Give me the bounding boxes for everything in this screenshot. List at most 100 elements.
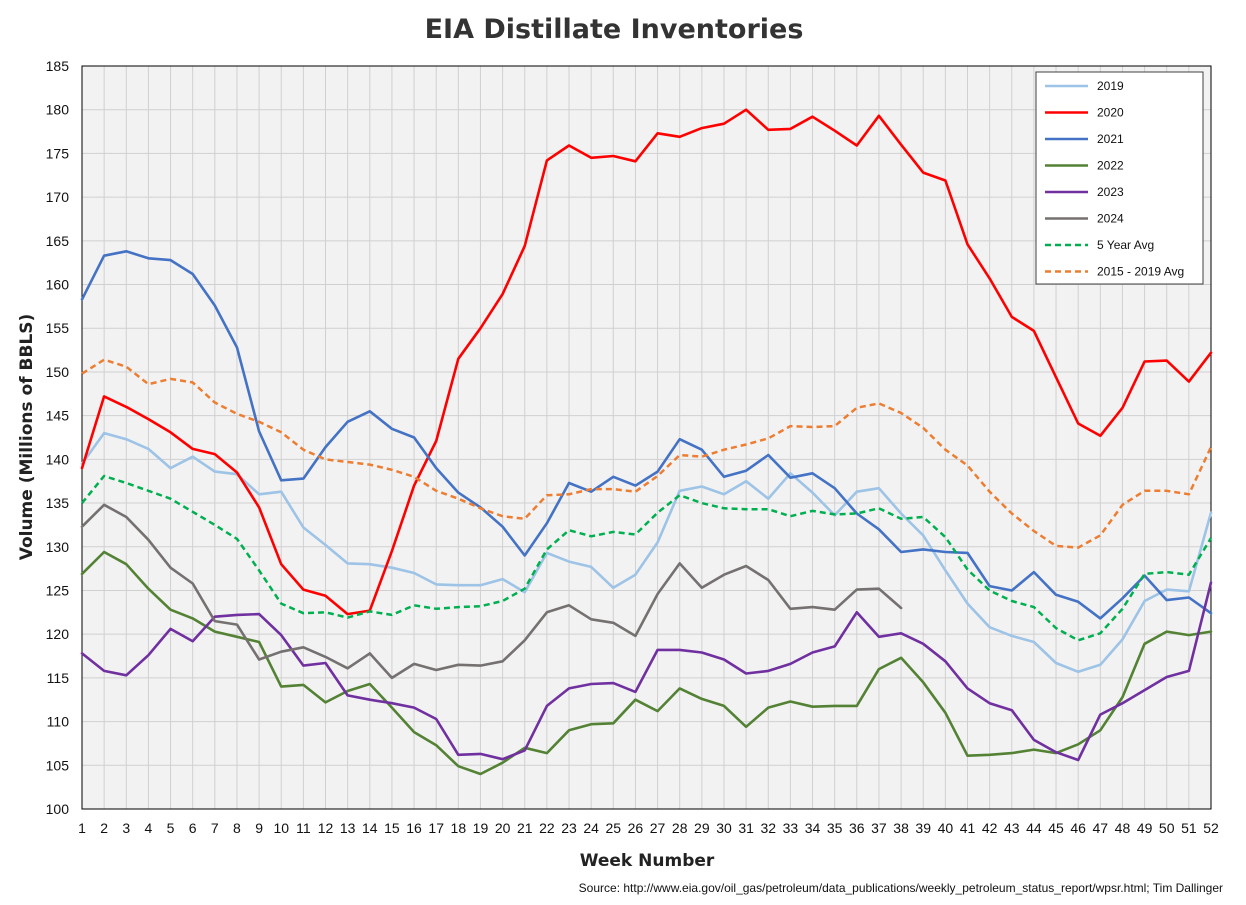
y-tick-label: 130 <box>46 539 70 555</box>
x-tick-label: 31 <box>738 820 754 836</box>
legend-box <box>1035 71 1204 285</box>
x-tick-label: 4 <box>145 820 153 836</box>
y-tick-label: 145 <box>46 408 70 424</box>
x-tick-label: 47 <box>1093 820 1109 836</box>
y-tick-label: 120 <box>46 626 70 642</box>
x-axis-title: Week Number <box>580 851 715 871</box>
x-tick-label: 52 <box>1203 820 1219 836</box>
y-tick-label: 180 <box>46 102 70 118</box>
x-tick-label: 14 <box>362 820 378 836</box>
x-tick-label: 2 <box>100 820 108 836</box>
x-tick-label: 7 <box>211 820 219 836</box>
legend: 2019 2020 2021 2022 2023 2024 5 Year Avg 2015 -… <box>1035 71 1204 285</box>
x-tick-label: 25 <box>606 820 622 836</box>
y-tick-label: 170 <box>46 189 70 205</box>
x-tick-label: 37 <box>871 820 887 836</box>
series-line-2024 <box>80 503 903 680</box>
x-tick-label: 21 <box>517 820 533 836</box>
series-line-5-year-avg <box>81 474 1213 642</box>
y-tick-label: 160 <box>46 277 70 293</box>
series-line-2015-2019-avg <box>81 358 1213 549</box>
legend-label-2023: 2023 <box>1097 185 1124 199</box>
x-tick-label: 46 <box>1070 820 1086 836</box>
x-tick-label: 19 <box>473 820 489 836</box>
legend-label-2019: 2019 <box>1097 79 1124 93</box>
y-tick-label: 125 <box>46 582 70 598</box>
x-tick-label: 48 <box>1115 820 1131 836</box>
x-tick-label: 42 <box>982 820 998 836</box>
y-tick-label: 105 <box>46 757 70 773</box>
x-tick-label: 13 <box>340 820 356 836</box>
x-tick-label: 32 <box>760 820 776 836</box>
x-tick-label: 45 <box>1048 820 1064 836</box>
x-tick-label: 15 <box>384 820 400 836</box>
x-tick-label: 35 <box>827 820 843 836</box>
series-line-2022 <box>80 550 1213 776</box>
x-tick-label: 29 <box>694 820 710 836</box>
legend-label-2022: 2022 <box>1097 159 1124 173</box>
x-tick-label: 12 <box>318 820 334 836</box>
y-tick-label: 150 <box>46 364 70 380</box>
x-tick-label: 9 <box>255 820 263 836</box>
x-tick-label: 44 <box>1026 820 1042 836</box>
x-tick-label: 5 <box>167 820 175 836</box>
legend-items: 2019 2020 2021 2022 2023 2024 5 Year Avg 2015 -… <box>1045 79 1184 279</box>
x-tick-label: 22 <box>539 820 555 836</box>
x-tick-label: 33 <box>783 820 799 836</box>
y-tick-label: 175 <box>46 145 70 161</box>
x-tick-label: 26 <box>628 820 644 836</box>
x-tick-label: 39 <box>915 820 931 836</box>
x-tick-label: 41 <box>960 820 976 836</box>
y-tick-label: 185 <box>46 58 70 74</box>
x-tick-labels: 1 2 3 4 5 6 7 8 9 10 11 12 13 14 15 16 17 18 19 20 21 22 23 24 2… <box>78 820 1219 836</box>
x-tick-label: 27 <box>650 820 666 836</box>
y-tick-label: 135 <box>46 495 70 511</box>
x-tick-label: 20 <box>495 820 511 836</box>
y-tick-label: 140 <box>46 451 70 467</box>
x-tick-label: 6 <box>189 820 197 836</box>
x-tick-label: 40 <box>938 820 954 836</box>
x-tick-label: 36 <box>849 820 865 836</box>
x-tick-label: 8 <box>233 820 241 836</box>
series-lines <box>80 108 1213 776</box>
legend-label-5-year-avg: 5 Year Avg <box>1097 238 1154 252</box>
y-tick-label: 155 <box>46 320 70 336</box>
grid-lines <box>81 65 1212 810</box>
y-axis-title: Volume (Millions of BBLS) <box>17 314 37 561</box>
legend-label-2015-2019-avg: 2015 - 2019 Avg <box>1097 265 1184 279</box>
plot-border <box>81 65 1212 810</box>
y-tick-label: 165 <box>46 233 70 249</box>
y-tick-labels: 100 105 110 115 120 125 130 135 140 145 150 155 160 1… <box>46 58 70 817</box>
series-line-2023 <box>80 581 1213 762</box>
series-line-2019 <box>80 431 1213 674</box>
plot-area <box>82 66 1211 809</box>
x-tick-label: 17 <box>428 820 444 836</box>
y-tick-label: 115 <box>47 670 70 686</box>
x-tick-label: 16 <box>406 820 422 836</box>
chart-title: EIA Distillate Inventories <box>425 14 804 45</box>
x-tick-label: 24 <box>583 820 599 836</box>
x-tick-label: 28 <box>672 820 688 836</box>
legend-label-2020: 2020 <box>1097 106 1124 120</box>
x-tick-label: 3 <box>122 820 130 836</box>
x-tick-label: 11 <box>296 820 311 836</box>
series-line-2020 <box>80 108 1213 616</box>
x-tick-label: 18 <box>451 820 467 836</box>
y-tick-label: 100 <box>46 801 70 817</box>
x-tick-label: 49 <box>1137 820 1153 836</box>
x-tick-label: 50 <box>1159 820 1175 836</box>
x-tick-label: 34 <box>805 820 821 836</box>
x-tick-label: 38 <box>893 820 909 836</box>
legend-label-2024: 2024 <box>1097 212 1124 226</box>
x-tick-label: 51 <box>1181 820 1197 836</box>
legend-label-2021: 2021 <box>1097 132 1124 146</box>
x-tick-label: 43 <box>1004 820 1020 836</box>
y-tick-label: 110 <box>47 714 70 730</box>
series-line-2021 <box>80 250 1213 620</box>
x-tick-label: 30 <box>716 820 732 836</box>
source-note: Source: http://www.eia.gov/oil_gas/petro… <box>579 881 1223 895</box>
x-tick-label: 10 <box>273 820 289 836</box>
x-tick-label: 23 <box>561 820 577 836</box>
x-tick-label: 1 <box>78 820 86 836</box>
